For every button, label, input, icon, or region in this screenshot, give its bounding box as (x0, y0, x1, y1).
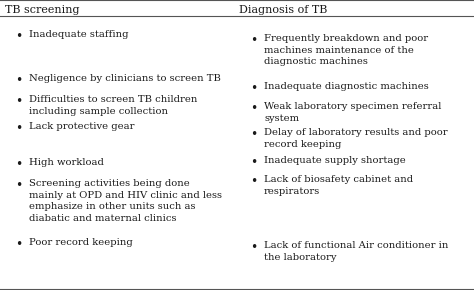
Text: Delay of laboratory results and poor
record keeping: Delay of laboratory results and poor rec… (264, 128, 447, 149)
Text: •: • (250, 241, 257, 254)
Text: Poor record keeping: Poor record keeping (29, 238, 133, 247)
Text: •: • (15, 238, 22, 251)
Text: •: • (250, 34, 257, 47)
Text: •: • (250, 102, 257, 115)
Text: Negligence by clinicians to screen TB: Negligence by clinicians to screen TB (29, 74, 221, 83)
Text: Screening activities being done
mainly at OPD and HIV clinic and less
emphasize : Screening activities being done mainly a… (29, 179, 222, 222)
Text: Lack protective gear: Lack protective gear (29, 122, 135, 131)
Text: •: • (250, 175, 257, 188)
Text: Diagnosis of TB: Diagnosis of TB (239, 5, 328, 15)
Text: •: • (15, 95, 22, 108)
Text: •: • (250, 156, 257, 169)
Text: Inadequate supply shortage: Inadequate supply shortage (264, 156, 406, 165)
Text: •: • (15, 74, 22, 87)
Text: Inadequate diagnostic machines: Inadequate diagnostic machines (264, 82, 429, 91)
Text: •: • (15, 30, 22, 44)
Text: Difficulties to screen TB children
including sample collection: Difficulties to screen TB children inclu… (29, 95, 198, 116)
Text: Weak laboratory specimen referral
system: Weak laboratory specimen referral system (264, 102, 441, 123)
Text: Inadequate staffing: Inadequate staffing (29, 30, 129, 39)
Text: •: • (15, 158, 22, 171)
Text: •: • (15, 179, 22, 192)
Text: Lack of functional Air conditioner in
the laboratory: Lack of functional Air conditioner in th… (264, 241, 448, 262)
Text: High workload: High workload (29, 158, 104, 167)
Text: TB screening: TB screening (5, 5, 79, 15)
Text: •: • (15, 122, 22, 135)
Text: •: • (250, 82, 257, 95)
Text: Frequently breakdown and poor
machines maintenance of the
diagnostic machines: Frequently breakdown and poor machines m… (264, 34, 428, 66)
Text: Lack of biosafety cabinet and
respirators: Lack of biosafety cabinet and respirator… (264, 175, 413, 196)
Text: •: • (250, 128, 257, 141)
